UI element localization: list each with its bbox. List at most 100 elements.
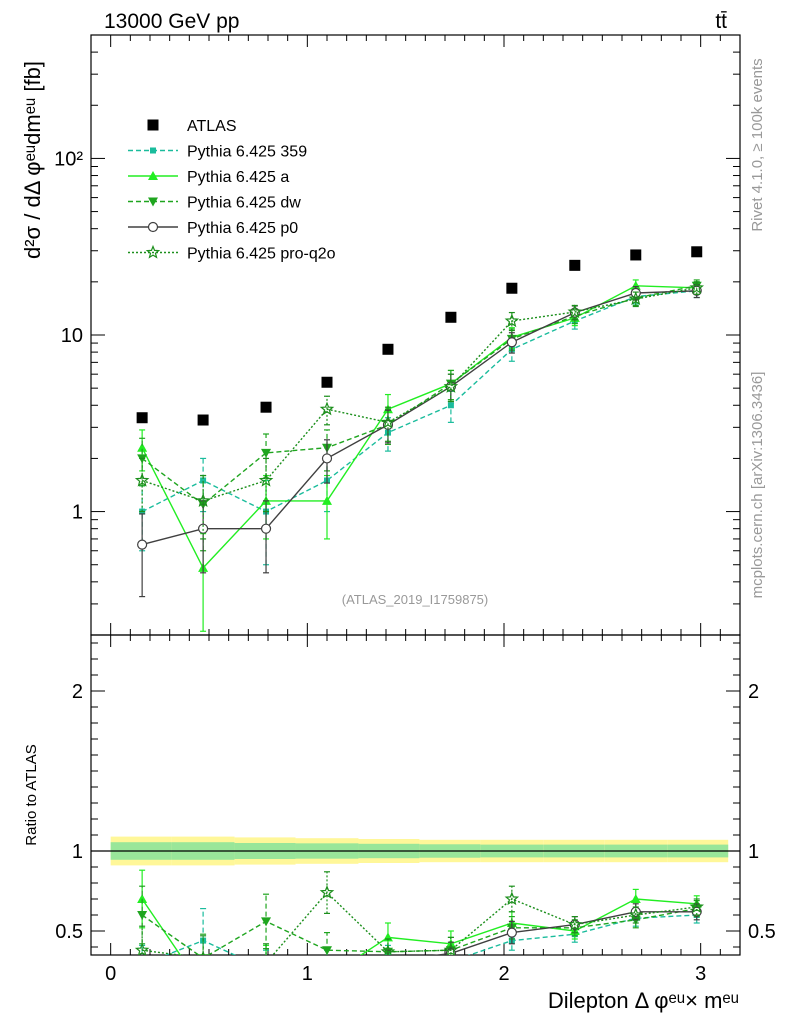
legend-label-pa: Pythia 6.425 a [187,169,289,186]
legend-label-pp0: Pythia 6.425 p0 [187,220,298,237]
series-line-pa [141,898,697,955]
data-point-pa [198,984,208,993]
x-tick-label: 3 [695,963,706,985]
ratio-series [134,869,705,993]
data-point-pq2o [628,291,644,306]
legend-marker-pdw [148,197,158,207]
main-series [134,246,705,632]
data-point-pq2o [380,944,396,955]
data-point-pq2o [319,884,335,899]
series-line-pq2o [142,891,697,955]
ratio-y-tick-label: 0.5 [55,921,83,943]
data-point-pq2o [258,472,274,487]
data-point-atlas [506,282,518,294]
y-tick-label: 10² [54,148,83,170]
ratio-frame [90,634,741,956]
data-point-pq2o [443,379,459,393]
legend-marker-p359 [150,147,156,154]
data-point-pp0 [199,968,208,977]
data-point-pq2o [689,280,705,295]
data-point-pq2o [260,957,271,968]
data-point-pa [630,894,641,903]
data-point-pq2o [504,891,520,906]
data-point-pa [630,280,641,290]
data-point-pq2o [201,950,205,955]
x-axis-label: Dilepton Δ φᵉᵘ× mᵉᵘ [548,988,739,1013]
legend-marker-atlas [147,119,159,131]
data-point-atlas [569,259,581,271]
data-point-pp0 [137,539,148,550]
data-point-p359 [263,966,269,972]
data-point-pq2o [134,472,150,487]
data-point-pa [137,442,148,452]
ratio-y-tick-label-right: 1 [748,841,759,863]
ratio-ylabel: Ratio to ATLAS [23,744,40,845]
x-tick-label: 1 [302,963,313,985]
data-point-pa [322,495,332,505]
data-point-pq2o [504,313,520,328]
ratio-uncertainty-band [91,836,740,866]
data-point-pdw [261,448,272,458]
x-tick-label: 2 [498,963,509,985]
data-point-atlas [382,343,394,355]
ratio-y-tick-label: 1 [72,841,83,863]
legend-marker-pp0 [147,221,159,233]
series-line-p359 [141,290,697,513]
series-line-pq2o [141,287,697,502]
main-ylabel: d²σ / dΔ φᵉᵘdmᵉᵘ [fb] [20,61,45,259]
data-point-pq2o [689,899,705,914]
y-tick-label: 10 [61,325,83,347]
mcplots-label: mcplots.cern.ch [arXiv:1306.3436] [749,372,766,599]
data-point-pp0 [260,523,272,534]
x-tick-label: 0 [105,963,116,985]
data-point-p359 [324,963,330,969]
data-point-p359 [447,402,454,409]
data-point-atlas [630,249,642,261]
data-point-p359 [139,962,145,968]
data-point-pq2o [380,414,396,429]
data-point-pq2o [628,907,644,922]
data-point-atlas [691,246,703,258]
data-point-pp0 [138,976,147,985]
header-left: 13000 GeV pp [104,10,239,33]
axes-ticks: 0 1 2 3 1 10 10² 0.5 0.5 1 1 2 2 [54,34,776,985]
data-point-pq2o [443,942,459,955]
data-point-atlas [136,412,148,424]
ratio-y-tick-label-right: 2 [748,681,759,703]
ratio-y-tick-label-right: 0.5 [748,921,776,943]
data-point-pq2o [134,942,150,955]
data-point-p359 [200,477,207,484]
data-point-pp0 [262,975,271,984]
legend-marker-pa [148,171,158,180]
data-point-pa [137,894,148,903]
legend-label-p359: Pythia 6.425 359 [187,144,307,161]
series-line-pp0 [141,290,697,546]
data-point-pq2o [567,916,583,931]
data-point-pq2o [195,493,211,508]
series-line-pa [141,285,697,570]
ratio-y-tick-label: 2 [72,681,83,703]
data-point-pa [322,972,332,981]
analysis-label: (ATLAS_2019_I1759875) [342,592,488,607]
data-point-pdw [322,946,332,955]
series-line-pdw [141,907,697,955]
data-point-pp0 [321,453,333,464]
rivet-label: Rivet 4.1.0, ≥ 100k events [749,58,766,231]
legend-label-pq2o: Pythia 6.425 pro-q2o [187,246,336,263]
data-point-pa [261,960,271,969]
data-point-pq2o [319,401,335,416]
series-line-pdw [141,285,697,506]
data-point-pp0 [383,957,392,966]
series-line-pp0 [432,911,697,955]
legend-marker-pq2o [145,244,161,259]
data-point-pp0 [506,927,517,938]
legend: ATLAS Pythia 6.425 359 Pythia 6.425 a Pythi… [128,118,336,263]
data-point-atlas [197,414,209,426]
data-point-p359 [448,958,454,964]
header-right: tt̄ [715,10,727,33]
data-point-pp0 [323,971,332,980]
data-point-atlas [445,311,457,323]
data-point-atlas [321,376,333,388]
data-point-pdw [261,917,272,927]
